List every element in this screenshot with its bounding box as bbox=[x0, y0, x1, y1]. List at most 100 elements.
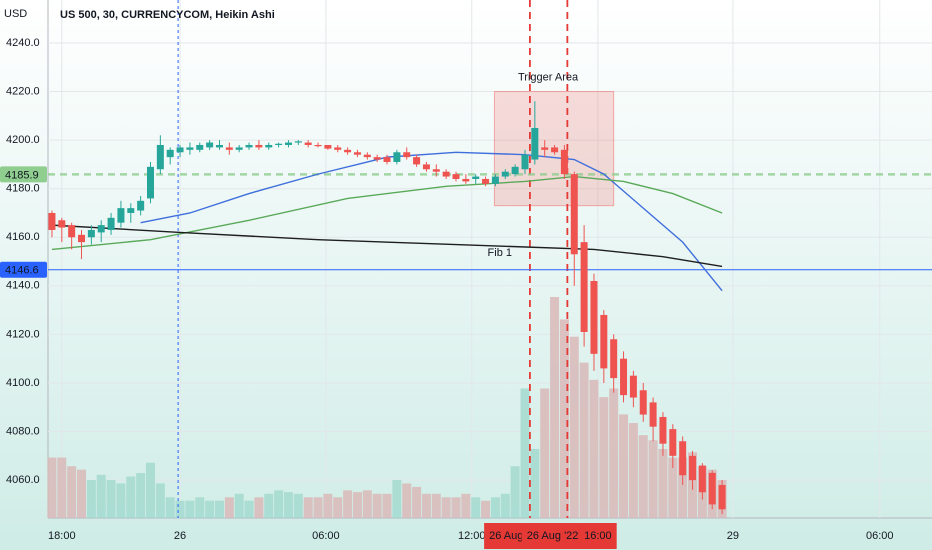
candle-body bbox=[156, 144, 164, 170]
volume-bar bbox=[638, 435, 648, 518]
volume-bar bbox=[254, 497, 264, 518]
moving-average-line bbox=[51, 224, 723, 268]
volume-bar bbox=[520, 388, 530, 518]
candle-body bbox=[127, 208, 135, 213]
candle-body bbox=[491, 176, 499, 184]
candle-body bbox=[679, 441, 687, 476]
volume-bar bbox=[569, 336, 579, 518]
volume-bar bbox=[530, 448, 540, 518]
candle-body bbox=[137, 200, 145, 211]
candle-body bbox=[314, 144, 322, 147]
candle-body bbox=[541, 147, 549, 150]
volume-bar bbox=[67, 466, 77, 518]
candle-body bbox=[600, 314, 608, 369]
volume-bar bbox=[244, 500, 254, 518]
candle-body bbox=[87, 229, 95, 238]
highlight-date-label: 16:00 bbox=[584, 530, 612, 542]
candle-body bbox=[225, 147, 233, 150]
candle-body bbox=[186, 147, 194, 150]
y-tick-label: 4060.0 bbox=[6, 474, 40, 486]
volume-bar bbox=[352, 492, 362, 518]
highlight-date-box bbox=[579, 523, 617, 549]
candle-body bbox=[501, 171, 509, 177]
candle-body bbox=[511, 166, 519, 175]
candle-body bbox=[166, 149, 174, 158]
candle-body bbox=[58, 220, 66, 228]
candle-body bbox=[363, 154, 371, 158]
volume-bar bbox=[205, 500, 215, 518]
volume-bar bbox=[264, 493, 274, 518]
candle-body bbox=[196, 144, 204, 150]
volume-bar bbox=[224, 497, 234, 518]
y-tick-label: 4200.0 bbox=[6, 134, 40, 146]
candle-body bbox=[698, 465, 706, 493]
highlight-date-box bbox=[521, 523, 584, 549]
candle-body bbox=[422, 164, 430, 170]
annotation: Fib 1 bbox=[488, 247, 512, 259]
candle-body bbox=[235, 147, 243, 150]
highlight-date-label: 26 Aug '22 bbox=[527, 530, 579, 542]
volume-bar bbox=[136, 473, 146, 518]
price-label-box bbox=[0, 166, 47, 183]
candle-body bbox=[718, 484, 726, 510]
candle-body bbox=[462, 178, 470, 182]
x-tick-label: 12:00 bbox=[458, 530, 486, 542]
highlight-date-box bbox=[484, 523, 529, 549]
volume-bar bbox=[599, 397, 609, 518]
candle-body bbox=[97, 225, 105, 233]
volume-bar bbox=[362, 490, 372, 518]
y-tick-label: 4140.0 bbox=[6, 280, 40, 292]
candle-body bbox=[649, 402, 657, 427]
volume-bar bbox=[57, 457, 67, 518]
volume-bar bbox=[155, 483, 165, 518]
candle-body bbox=[620, 358, 628, 396]
x-tick-label: 06:00 bbox=[312, 530, 340, 542]
volume-bar bbox=[175, 500, 185, 518]
volume-bar bbox=[510, 466, 520, 518]
candle-body bbox=[117, 208, 125, 223]
candle-body bbox=[304, 142, 312, 145]
candle-body bbox=[452, 174, 460, 179]
candle-body bbox=[413, 157, 421, 165]
candle-body bbox=[432, 169, 440, 172]
y-tick-label: 4160.0 bbox=[6, 231, 40, 243]
candle-body bbox=[610, 339, 618, 379]
volume-bar bbox=[343, 490, 353, 518]
candle-body bbox=[206, 142, 214, 148]
candle-body bbox=[551, 147, 559, 153]
volume-bar bbox=[451, 497, 461, 518]
volume-bar bbox=[392, 480, 402, 518]
candle-body bbox=[107, 217, 115, 230]
candle-body bbox=[373, 157, 381, 160]
volume-bar bbox=[77, 469, 87, 518]
volume-bar bbox=[145, 462, 155, 518]
candle-body bbox=[472, 176, 480, 179]
volume-bar bbox=[106, 480, 116, 518]
y-tick-label: 4180.0 bbox=[6, 183, 40, 195]
candle-body bbox=[146, 166, 154, 199]
volume-bar bbox=[471, 497, 481, 518]
candle-body bbox=[353, 152, 361, 155]
candle-body bbox=[560, 149, 568, 175]
volume-bar bbox=[402, 483, 412, 518]
volume-bar bbox=[441, 497, 451, 518]
volume-bar bbox=[461, 493, 471, 518]
y-tick-label: 4100.0 bbox=[6, 377, 40, 389]
candle-body bbox=[442, 171, 450, 177]
volume-bar bbox=[333, 497, 343, 518]
candle-body bbox=[669, 429, 677, 456]
chart-title: US 500, 30, CURRENCYCOM, Heikin Ashi bbox=[60, 9, 275, 21]
volume-bar bbox=[540, 388, 550, 518]
moving-average-line bbox=[140, 151, 723, 292]
volume-bar bbox=[382, 493, 392, 518]
volume-bar bbox=[658, 448, 668, 518]
volume-bar bbox=[274, 490, 284, 518]
volume-bar bbox=[165, 497, 175, 518]
volume-bar bbox=[96, 474, 106, 518]
volume-bar bbox=[648, 440, 658, 518]
volume-bar bbox=[628, 423, 638, 518]
y-tick-label: 4240.0 bbox=[6, 37, 40, 49]
